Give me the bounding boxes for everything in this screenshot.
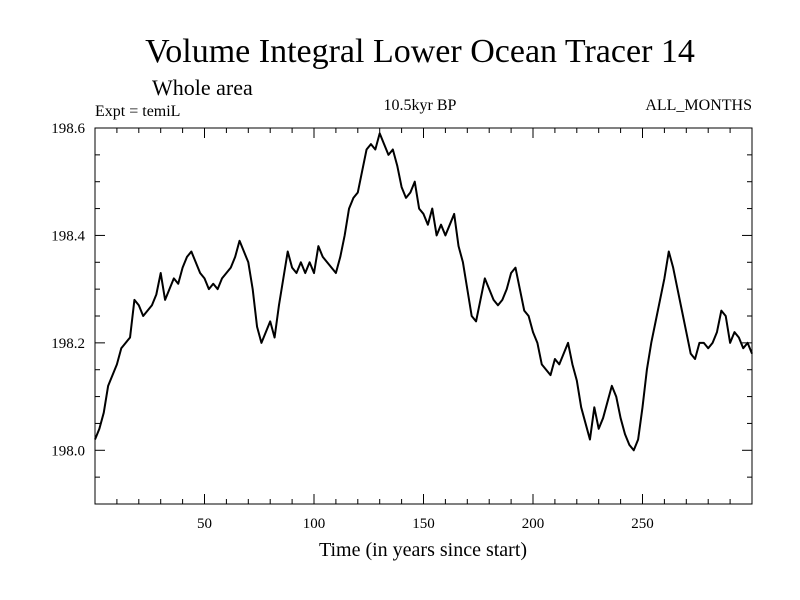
- chart-title: Volume Integral Lower Ocean Tracer 14: [145, 33, 695, 70]
- y-tick-label: 198.4: [51, 228, 85, 244]
- series-line-tracer-14: [94, 132, 753, 452]
- chart-subtitle: Whole area: [152, 75, 253, 100]
- x-axis-ticks: [116, 128, 731, 504]
- y-tick-label: 198.2: [51, 336, 85, 352]
- x-tick-label: 100: [303, 516, 326, 532]
- x-tick-label: 250: [631, 516, 654, 532]
- y-axis-tick-labels: 198.0 198.2 198.4 198.6: [51, 121, 85, 459]
- y-axis-ticks: [95, 154, 752, 478]
- x-axis-tick-labels: 50 100 150 200 250: [197, 516, 654, 532]
- plot-frame: [94, 127, 753, 505]
- experiment-label: Expt = temiL: [95, 103, 180, 120]
- x-axis-label: Time (in years since start): [319, 539, 527, 561]
- y-tick-label: 198.6: [51, 121, 85, 137]
- x-tick-label: 50: [197, 516, 212, 532]
- x-tick-label: 200: [522, 516, 545, 532]
- y-tick-label: 198.0: [51, 443, 85, 459]
- x-tick-label: 150: [412, 516, 435, 532]
- months-label: ALL_MONTHS: [645, 97, 752, 114]
- period-label: 10.5kyr BP: [384, 97, 457, 114]
